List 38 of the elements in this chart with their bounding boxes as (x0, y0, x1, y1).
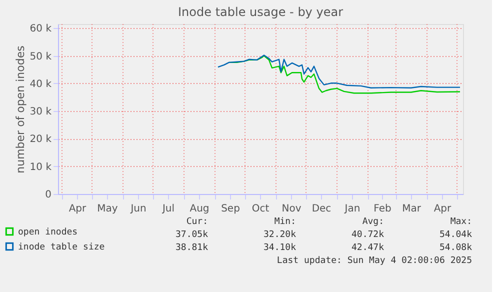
text: Last update: Sun May 4 02:00:06 2025 (276, 256, 472, 266)
text: 37.05k (175, 230, 209, 240)
y-tick-label: 30 k (30, 106, 52, 118)
x-tick-label: Sep (221, 204, 240, 214)
text: Min: (274, 217, 296, 227)
y-tick-label: 20 k (30, 134, 52, 146)
x-tick-label: Nov (282, 204, 302, 214)
text: 42.47k (351, 243, 385, 253)
x-tick-label: Apr (68, 204, 88, 214)
y-tick-label: 40 k (30, 78, 52, 90)
text: 40.72k (351, 230, 385, 240)
text: 54.04k (439, 230, 473, 240)
y-tick-label: 50 k (30, 51, 52, 62)
x-tick-label: Jan (344, 204, 360, 214)
y-tick-label: 10 k (30, 162, 52, 173)
legend-label: inode table size (18, 242, 105, 252)
text: Cur: (186, 217, 208, 227)
y-axis-title: number of open inodes (14, 45, 27, 174)
y-tick-label: 60 k (30, 24, 52, 35)
x-tick-label: Dec (312, 204, 332, 214)
x-tick-label: Oct (252, 204, 270, 214)
text: 38.81k (175, 243, 209, 253)
text: Max: (450, 217, 472, 227)
x-tick-label: May (97, 204, 118, 214)
y-tick-label: 0 (45, 190, 52, 200)
x-tick-label: Mar (402, 204, 422, 214)
text: 32.20k (263, 230, 297, 240)
chart-title: Inode table usage - by year (178, 5, 344, 20)
x-tick-label: Jul (161, 204, 175, 214)
x-tick-label: Apr (434, 204, 452, 214)
x-tick-label: Aug (190, 204, 210, 214)
x-tick-label: Jun (130, 204, 146, 214)
text: Avg: (362, 217, 384, 227)
text: 54.08k (439, 243, 473, 253)
line-series (217, 54, 461, 88)
x-tick-label: Feb (374, 204, 392, 214)
legend-label: open inodes (18, 228, 78, 238)
text: 34.10k (263, 243, 297, 253)
